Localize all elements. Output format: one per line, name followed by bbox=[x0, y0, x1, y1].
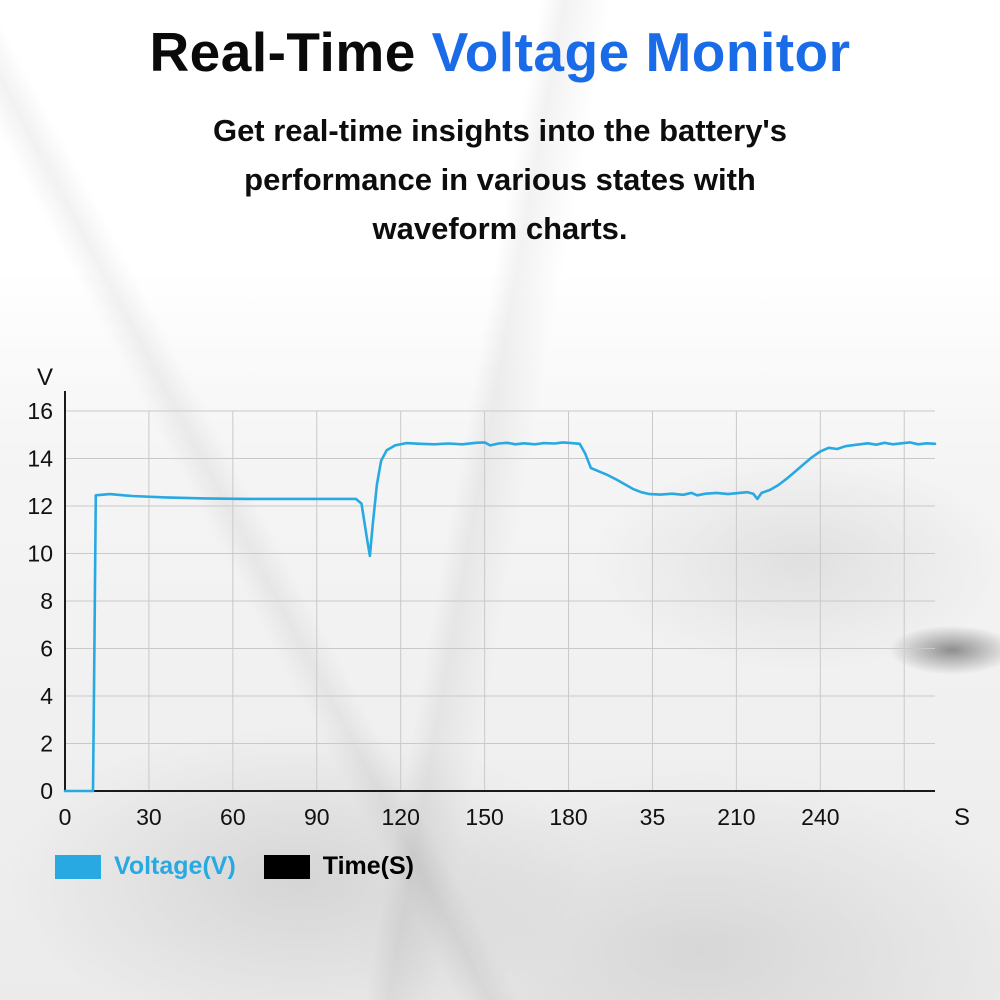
svg-text:V: V bbox=[37, 364, 53, 391]
voltage-chart: 0 2 4 6 8 10 12 14 16 0 30 60 90 120 150 180 35 210 240 V S bbox=[27, 364, 970, 831]
page-title: Real-Time Voltage Monitor bbox=[0, 20, 1000, 84]
svg-text:120: 120 bbox=[382, 804, 420, 830]
svg-text:240: 240 bbox=[801, 804, 839, 830]
legend-label-voltage: Voltage(V) bbox=[114, 852, 236, 880]
legend-swatch-time bbox=[263, 854, 310, 879]
title-blue-part: Voltage Monitor bbox=[431, 21, 851, 83]
svg-text:0: 0 bbox=[59, 804, 72, 830]
svg-text:0: 0 bbox=[40, 778, 53, 804]
svg-text:90: 90 bbox=[304, 804, 330, 830]
svg-text:12: 12 bbox=[27, 493, 53, 519]
svg-text:6: 6 bbox=[40, 636, 53, 662]
svg-text:16: 16 bbox=[27, 398, 53, 424]
svg-text:30: 30 bbox=[136, 804, 162, 830]
svg-text:35: 35 bbox=[640, 804, 666, 830]
svg-text:8: 8 bbox=[40, 588, 53, 614]
subtitle-line-3: waveform charts. bbox=[372, 211, 628, 246]
svg-text:2: 2 bbox=[40, 731, 53, 757]
title-black-part: Real-Time bbox=[149, 21, 432, 83]
subtitle: Get real-time insights into the battery'… bbox=[0, 106, 1000, 253]
subtitle-line-1: Get real-time insights into the battery'… bbox=[212, 113, 788, 148]
svg-text:10: 10 bbox=[27, 541, 53, 567]
legend-label-time: Time(S) bbox=[322, 852, 414, 880]
svg-text:14: 14 bbox=[27, 446, 53, 472]
svg-text:180: 180 bbox=[549, 804, 587, 830]
legend-swatch-voltage bbox=[55, 854, 101, 879]
svg-text:S: S bbox=[954, 804, 970, 831]
svg-text:210: 210 bbox=[717, 804, 755, 830]
svg-text:150: 150 bbox=[465, 804, 503, 830]
subtitle-line-2: performance in various states with bbox=[244, 162, 756, 197]
chart-legend: Voltage(V) Time(S) bbox=[55, 852, 414, 881]
svg-text:60: 60 bbox=[220, 804, 246, 830]
svg-text:4: 4 bbox=[40, 683, 53, 709]
